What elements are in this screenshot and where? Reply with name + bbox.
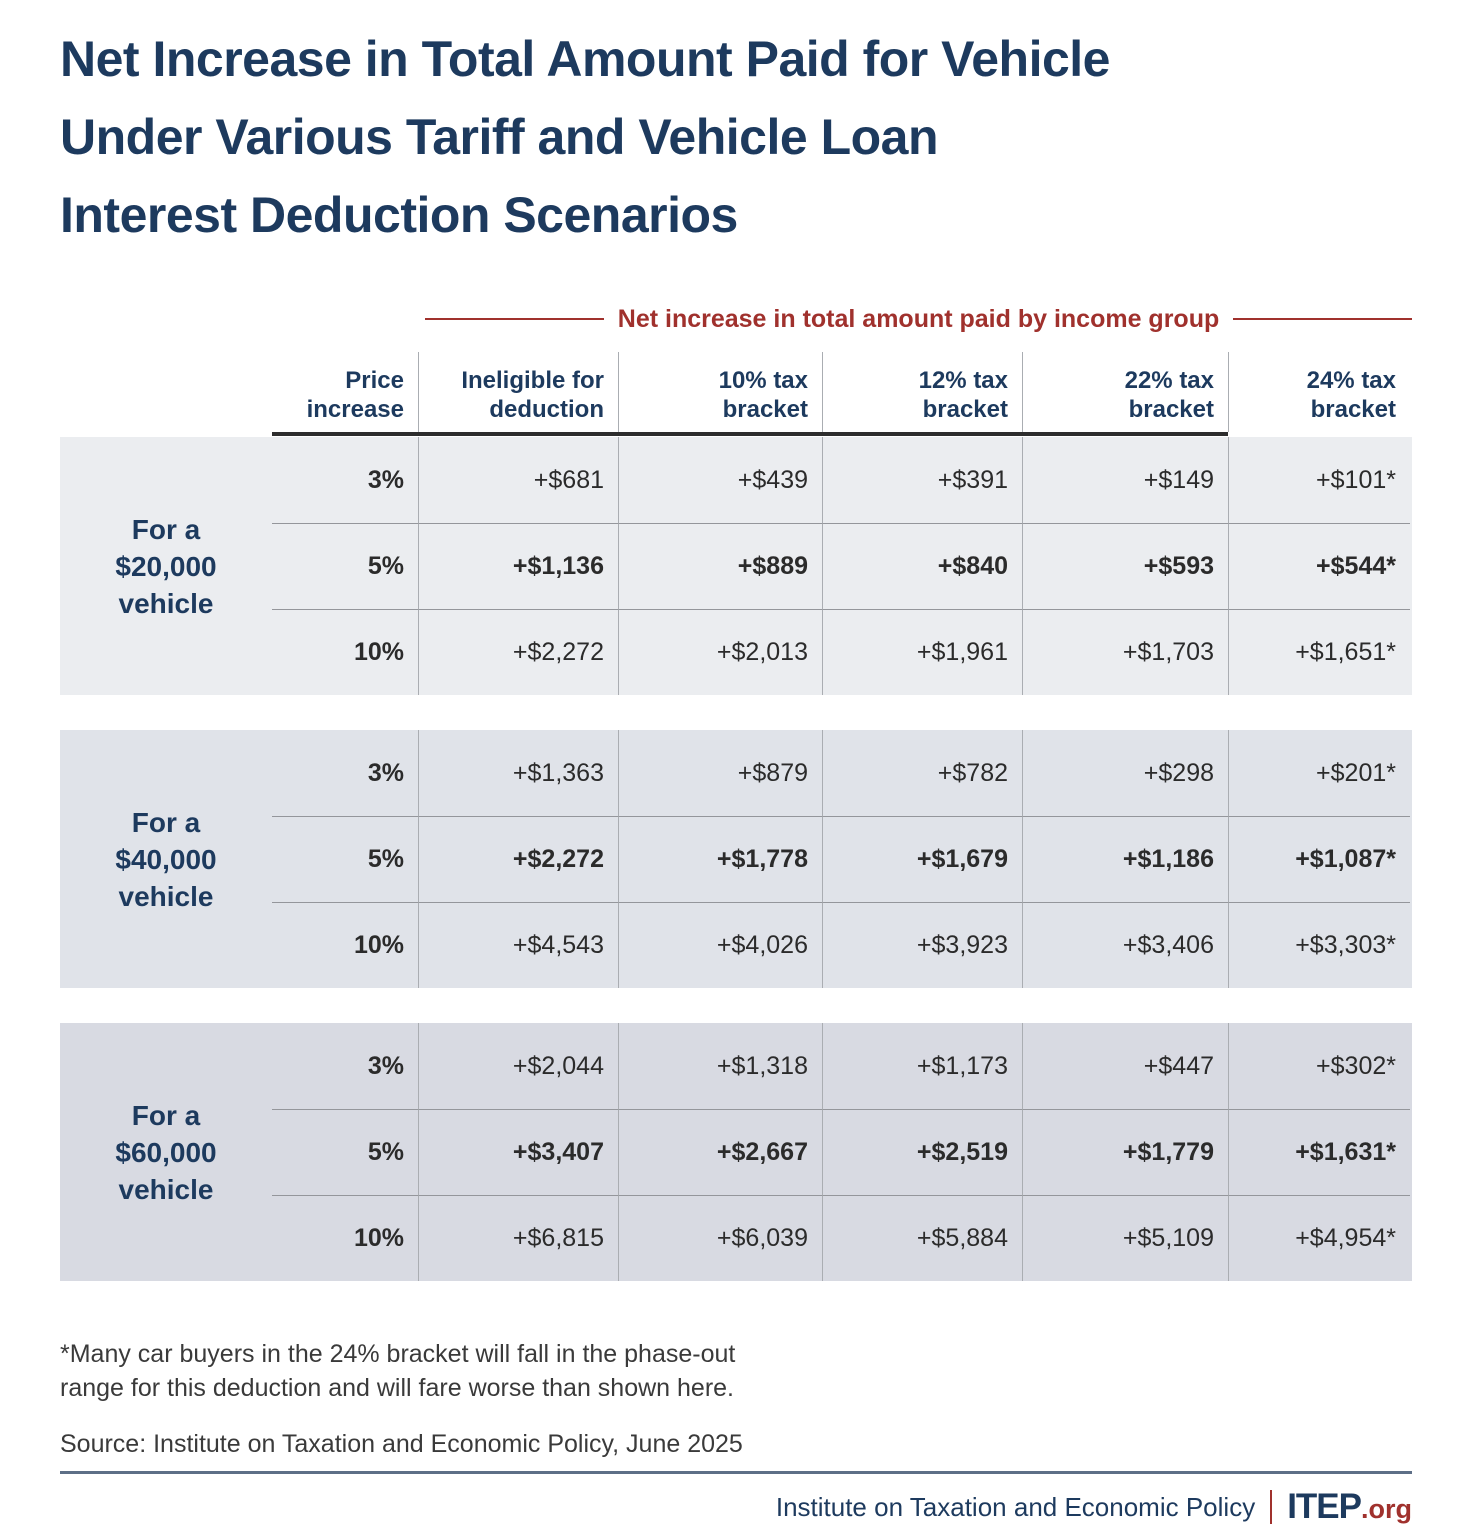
price-increase-cell: 10% — [272, 609, 418, 695]
value-cell: +$201* — [1228, 730, 1410, 816]
value-cell: +$439 — [618, 437, 822, 523]
value-cell: +$3,406 — [1022, 902, 1228, 988]
row-group-3: For a $60,000 vehicle 3% +$2,044 +$1,318 +$1… — [60, 1023, 1412, 1281]
price-increase-cell: 3% — [367, 465, 404, 494]
value-cell: +$782 — [822, 730, 1022, 816]
footer-divider — [1270, 1490, 1273, 1524]
column-header-12pct-bracket: 12% tax bracket — [822, 352, 1022, 432]
itep-logo: ITEP.org — [1287, 1487, 1412, 1527]
value-cell: +$840 — [822, 523, 1022, 609]
value-cell: +$3,303* — [1228, 902, 1410, 988]
value-cell: +$6,815 — [418, 1195, 618, 1281]
value-cell: +$6,039 — [618, 1195, 822, 1281]
group-label: For a $20,000 vehicle — [115, 513, 217, 619]
value-cell: +$1,136 — [418, 523, 618, 609]
table-header-row: Price increase Ineligible for deduction … — [60, 352, 1412, 432]
group-label: For a $40,000 vehicle — [115, 806, 217, 912]
footer-org-name: Institute on Taxation and Economic Polic… — [775, 1491, 1256, 1522]
row-group-1: For a $20,000 vehicle 3% +$681 +$439 +$391 +$… — [60, 437, 1412, 695]
value-cell: +$3,923 — [822, 902, 1022, 988]
value-cell: +$4,543 — [418, 902, 618, 988]
column-header-spacer — [60, 352, 272, 432]
value-cell: +$2,519 — [822, 1109, 1022, 1195]
price-increase-cell: 5% — [272, 523, 418, 609]
page-title: Net Increase in Total Amount Paid for Ve… — [60, 31, 1110, 243]
value-cell: +$593 — [1022, 523, 1228, 609]
value-cell: +$1,363 — [418, 730, 618, 816]
value-cell: +$1,778 — [618, 816, 822, 902]
itep-logo-text: ITEP — [1287, 1487, 1362, 1526]
value-cell: +$3,407 — [418, 1109, 618, 1195]
column-header-ineligible: Ineligible for deduction — [418, 352, 618, 432]
column-header-24pct-bracket: 24% tax bracket — [1228, 352, 1410, 432]
value-cell: +$681 — [418, 437, 618, 523]
footer-rule — [60, 1471, 1412, 1474]
value-cell: +$544* — [1228, 523, 1410, 609]
value-cell: +$1,679 — [822, 816, 1022, 902]
value-cell: +$1,631* — [1228, 1109, 1410, 1195]
value-cell: +$1,961 — [822, 609, 1022, 695]
value-cell: +$298 — [1022, 730, 1228, 816]
value-cell: +$2,272 — [418, 816, 618, 902]
value-cell: +$2,272 — [418, 609, 618, 695]
group-label: For a $60,000 vehicle — [115, 1099, 217, 1205]
row-group-2: For a $40,000 vehicle 3% +$1,363 +$879 +$782… — [60, 730, 1412, 988]
header-rule — [272, 432, 1228, 436]
price-increase-cell: 10% — [272, 1195, 418, 1281]
value-cell: +$2,013 — [618, 609, 822, 695]
column-header-10pct-bracket: 10% tax bracket — [618, 352, 822, 432]
footer: Institute on Taxation and Economic Polic… — [60, 1487, 1412, 1527]
value-cell: +$149 — [1022, 437, 1228, 523]
value-cell: +$5,109 — [1022, 1195, 1228, 1281]
column-header-price-increase: Price increase — [306, 367, 404, 423]
value-cell: +$4,954* — [1228, 1195, 1410, 1281]
price-increase-cell: 3% — [367, 758, 404, 787]
value-cell: +$447 — [1022, 1023, 1228, 1109]
price-increase-cell: 10% — [272, 902, 418, 988]
itep-logo-suffix: .org — [1361, 1494, 1412, 1524]
value-cell: +$101* — [1228, 437, 1410, 523]
table-body: For a $20,000 vehicle 3% +$681 +$439 +$391 +$… — [60, 437, 1412, 1281]
value-cell: +$2,044 — [418, 1023, 618, 1109]
value-cell: +$1,703 — [1022, 609, 1228, 695]
value-cell: +$1,651* — [1228, 609, 1410, 695]
caption-left-rule — [425, 318, 604, 320]
value-cell: +$1,779 — [1022, 1109, 1228, 1195]
caption-text: Net increase in total amount paid by inc… — [617, 304, 1220, 333]
price-increase-cell: 3% — [367, 1051, 404, 1080]
value-cell: +$1,173 — [822, 1023, 1022, 1109]
value-cell: +$1,087* — [1228, 816, 1410, 902]
value-cell: +$5,884 — [822, 1195, 1022, 1281]
value-cell: +$4,026 — [618, 902, 822, 988]
source-note: Source: Institute on Taxation and Econom… — [60, 1430, 743, 1458]
price-increase-cell: 5% — [272, 816, 418, 902]
value-cell: +$391 — [822, 437, 1022, 523]
value-cell: +$2,667 — [618, 1109, 822, 1195]
footnote: *Many car buyers in the 24% bracket will… — [60, 1340, 736, 1402]
column-header-22pct-bracket: 22% tax bracket — [1022, 352, 1228, 432]
value-cell: +$889 — [618, 523, 822, 609]
table-caption: Net increase in total amount paid by inc… — [425, 304, 1413, 334]
value-cell: +$1,318 — [618, 1023, 822, 1109]
value-cell: +$1,186 — [1022, 816, 1228, 902]
value-cell: +$302* — [1228, 1023, 1410, 1109]
value-cell: +$879 — [618, 730, 822, 816]
caption-right-rule — [1233, 318, 1413, 320]
price-increase-cell: 5% — [272, 1109, 418, 1195]
